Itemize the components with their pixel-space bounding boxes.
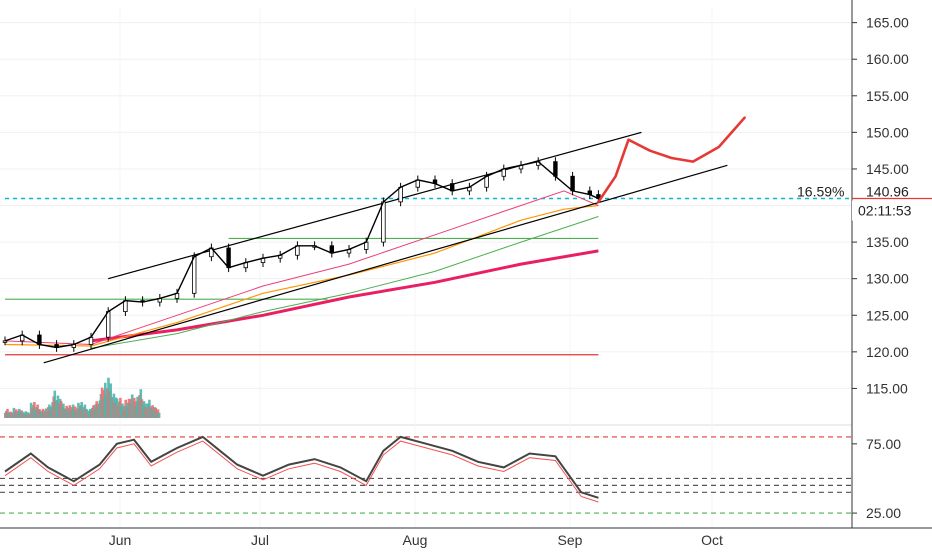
rsi-signal-line	[4, 440, 599, 503]
countdown-bg	[852, 200, 932, 221]
rsi-tick-label: 25.00	[866, 505, 901, 521]
ema-line	[4, 190, 599, 346]
rsi-line	[4, 435, 599, 499]
horizontal-levels	[5, 197, 852, 356]
candle-body	[226, 247, 231, 269]
volume-bars	[4, 377, 161, 418]
candle-body	[381, 201, 386, 243]
channel-upper-line	[108, 131, 642, 280]
ema-line	[90, 216, 599, 349]
countdown-label: 02:11:53	[858, 203, 912, 219]
trend-channel	[43, 131, 728, 364]
grid	[0, 8, 852, 528]
month-label: Jun	[109, 532, 132, 548]
price-tick-label: 115.00	[866, 380, 908, 396]
price-close-line	[4, 160, 599, 349]
price-labels: 16.59% 140.96 02:11:53	[797, 184, 932, 221]
price-tick-label: 145.00	[866, 161, 909, 177]
candle-body	[123, 300, 128, 313]
candle-body	[553, 161, 558, 177]
time-axis[interactable]: Jun Jul Aug Sep Oct	[109, 532, 723, 548]
volume-bar	[157, 412, 161, 418]
month-label: Sep	[558, 532, 583, 548]
last-price-label: 140.96	[866, 184, 909, 200]
price-tick-label: 120.00	[866, 344, 909, 360]
ema-line	[90, 249, 599, 343]
price-tick-label: 155.00	[866, 88, 909, 104]
price-tick-label: 135.00	[866, 234, 909, 250]
forecast-line	[597, 116, 746, 204]
price-tick-label: 160.00	[866, 51, 909, 67]
month-label: Aug	[403, 532, 428, 548]
rsi-panel	[0, 435, 852, 514]
candle-body	[106, 311, 111, 338]
price-tick-label: 165.00	[866, 15, 909, 31]
forecast-path	[597, 116, 746, 204]
price-tick-label: 150.00	[866, 124, 909, 140]
price-tick-label: 130.00	[866, 271, 909, 287]
candle-body	[596, 194, 601, 199]
candle-body	[191, 256, 197, 294]
price-tick-label: 125.00	[866, 307, 909, 323]
rsi-tick-label: 75.00	[866, 436, 901, 452]
month-label: Jul	[251, 532, 269, 548]
candle-body	[570, 175, 575, 192]
candle-body	[398, 186, 403, 203]
month-label: Oct	[701, 532, 723, 548]
channel-lower-line	[43, 164, 728, 364]
change-percent-label: 16.59%	[797, 184, 844, 200]
price-series	[2, 157, 601, 352]
